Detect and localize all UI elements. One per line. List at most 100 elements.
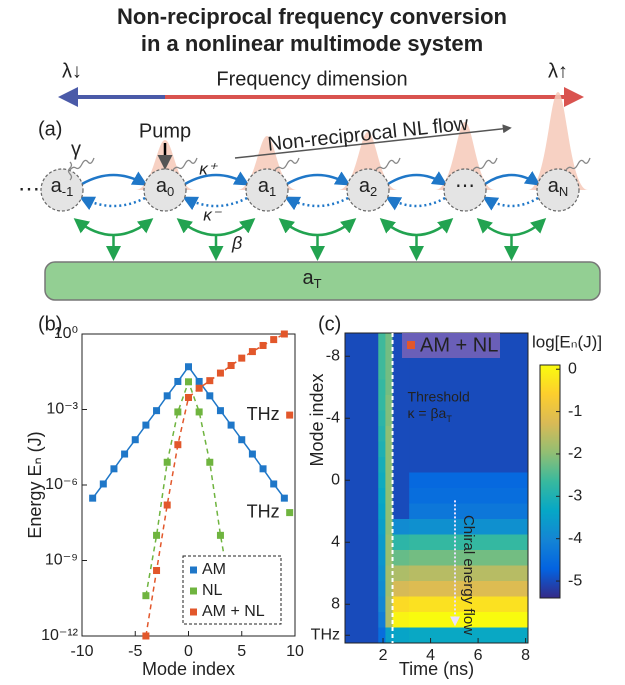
mode-label-main: a: [258, 175, 270, 197]
heat-cell: [345, 441, 379, 458]
heat-cell: [378, 348, 386, 365]
legend-label: AM: [202, 561, 226, 578]
legend-box: [182, 555, 282, 625]
reservoir-coupling: [476, 217, 547, 237]
mode-label: aN: [548, 175, 569, 199]
y-tick-label: 10⁻⁶: [45, 476, 78, 493]
heat-cell: [385, 395, 394, 411]
data-point: [174, 377, 182, 385]
heat-cell: [385, 364, 394, 380]
panel-label: (c): [318, 313, 341, 335]
data-point: [216, 369, 224, 377]
data-point: [280, 494, 288, 502]
legend-box: [402, 333, 500, 358]
heat-cell: [409, 565, 529, 582]
loss-wave: [172, 157, 198, 171]
mode-node: [443, 168, 487, 212]
heat-cell: [409, 426, 529, 442]
data-point: [227, 362, 235, 370]
heat-cell: [409, 627, 529, 644]
heat-cell: [385, 519, 394, 535]
loss-wave: [274, 157, 300, 171]
heat-cell: [385, 596, 394, 613]
heat-cell: [392, 581, 410, 597]
reservoir-label: aT: [302, 267, 321, 291]
colorbar-label: log[Eₙ(J)]: [532, 332, 602, 351]
heat-cell: [385, 534, 394, 551]
coupling-backward: [385, 196, 446, 211]
data-point: [238, 354, 246, 362]
heat-cell: [345, 488, 379, 504]
data-point: [206, 392, 214, 400]
legend-label: NL: [202, 582, 223, 599]
data-point: [259, 465, 267, 473]
mode-label: ⋯: [455, 175, 475, 197]
reservoir-label-main: a: [302, 267, 314, 289]
thz-label: THz: [247, 501, 280, 521]
mode-label: a2: [359, 175, 377, 199]
heat-cell: [385, 612, 394, 628]
heat-cell: [409, 596, 529, 613]
legend-label: AM + NL: [420, 334, 498, 356]
data-point: [195, 408, 203, 416]
x-tick-label: -10: [70, 643, 93, 660]
heat-cell: [392, 426, 410, 442]
y-tick-label: THz: [311, 626, 340, 643]
heat-cell: [378, 581, 386, 597]
heat-cell: [378, 519, 386, 535]
heat-cell: [409, 410, 529, 427]
heat-cell: [385, 333, 394, 349]
heat-cell: [345, 379, 379, 396]
legend-swatch: [190, 587, 197, 595]
heat-cell: [345, 612, 379, 628]
coupling-backward: [284, 196, 349, 211]
coupling-forward: [184, 171, 250, 186]
thz-label: THz: [247, 404, 280, 424]
threshold-label: Threshold: [408, 389, 470, 405]
heat-cell: [378, 457, 386, 473]
heat-cell: [409, 395, 529, 411]
heat-cell: [378, 364, 386, 380]
mode-label-main: ⋯: [455, 175, 475, 197]
colorbar-tick-label: -4: [568, 530, 582, 547]
data-point: [259, 341, 267, 349]
x-tick-label: 0: [184, 643, 193, 660]
y-tick-label: -8: [326, 347, 340, 364]
mode-label-sub: 1: [269, 184, 276, 199]
heat-cell: [345, 627, 379, 644]
data-point: [238, 436, 246, 444]
mode-node: [346, 168, 390, 212]
data-point: [185, 393, 192, 401]
heat-cell: [345, 534, 379, 551]
kappa-minus: κ⁻: [203, 205, 223, 224]
heat-cell: [392, 457, 410, 473]
colorbar-tick-label: -5: [568, 572, 582, 589]
x-tick-label: 10: [286, 643, 304, 660]
coupling-backward: [79, 196, 146, 211]
y-tick-label: 10⁻³: [46, 401, 78, 418]
x-tick-label: 8: [521, 647, 530, 664]
ellipsis: ⋯: [18, 176, 40, 201]
data-point: [99, 480, 107, 488]
colorbar-tick-label: -2: [568, 445, 582, 462]
loss-wave: [375, 157, 401, 171]
heat-cell: [392, 627, 410, 644]
heat-cell: [385, 441, 394, 458]
heat-cell: [345, 426, 379, 442]
data-point: [142, 632, 150, 640]
heat-cell: [385, 565, 394, 582]
x-tick-label: 6: [474, 647, 483, 664]
heat-cell: [345, 457, 379, 473]
data-point: [216, 531, 224, 539]
colorbar-tick-label: 0: [568, 360, 577, 377]
data-point: [270, 480, 278, 488]
mode-label: a1: [258, 175, 276, 199]
coupling-forward: [286, 171, 351, 186]
heat-cell: [392, 612, 410, 628]
heat-cell: [345, 581, 379, 597]
thz-point: [286, 509, 294, 517]
heat-cell: [392, 596, 410, 613]
mode-label-main: a: [359, 175, 371, 197]
coupling-forward: [81, 171, 148, 186]
